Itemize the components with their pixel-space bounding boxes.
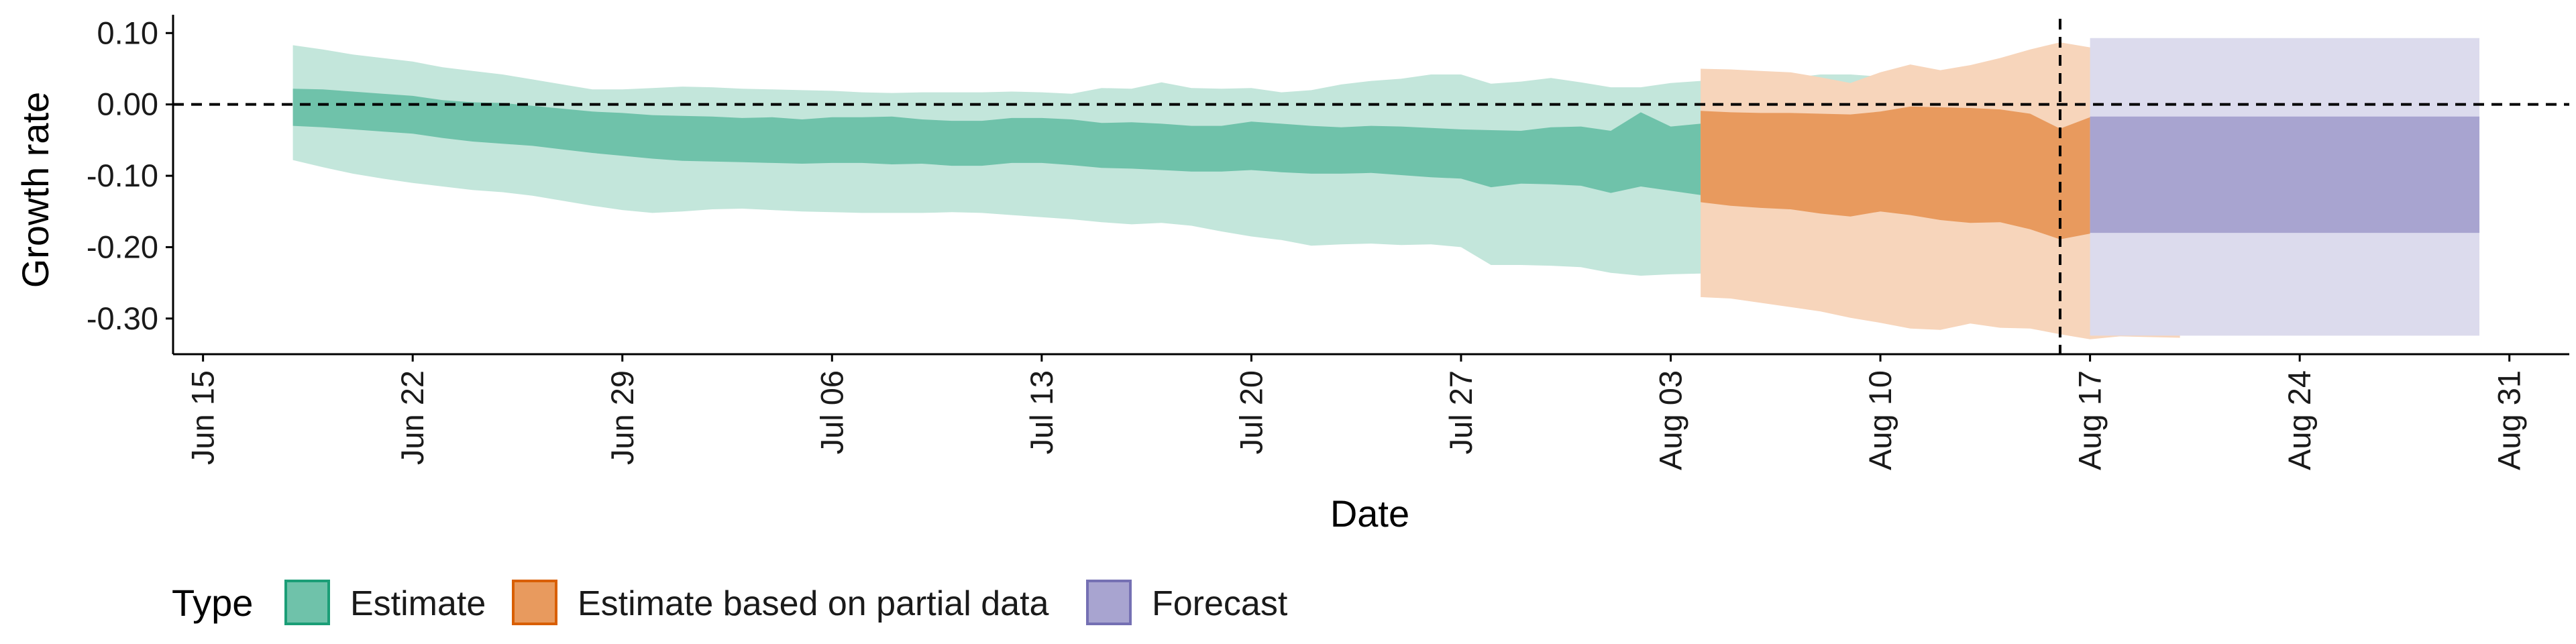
y-tick-label: 0.10 (97, 15, 158, 50)
axes: 0.10 0.00 -0.10 -0.20 -0.30 Jun 15 Jun 22 Jun 2… (87, 15, 2569, 470)
x-tick-label: Aug 17 (2072, 370, 2108, 470)
x-axis-title: Date (1330, 492, 1409, 535)
reference-lines (173, 19, 2569, 354)
legend-key-estimate-based-on-partial-data (512, 580, 557, 625)
x-tick-label: Aug 03 (1653, 370, 1688, 470)
x-tick-label: Jul 27 (1443, 370, 1479, 454)
x-tick-label: Jul 13 (1024, 370, 1059, 454)
x-tick-label: Aug 24 (2282, 370, 2317, 470)
legend-label-estimate: Estimate (350, 584, 486, 623)
legend-label-forecast: Forecast (1152, 584, 1288, 623)
x-tick-label: Aug 31 (2491, 370, 2527, 470)
y-tick-label: 0.00 (97, 87, 158, 122)
estimate-band-50 (292, 89, 1970, 205)
y-tick-label: -0.10 (87, 158, 158, 193)
legend-key-forecast (1086, 580, 1132, 625)
y-tick-label: -0.30 (87, 301, 158, 336)
x-tick-label: Jun 15 (185, 370, 221, 465)
x-tick-label: Jul 06 (814, 370, 849, 454)
series-bands (292, 38, 2480, 339)
forecast-band-50 (2090, 116, 2480, 233)
legend-title: Type (172, 582, 253, 624)
x-tick-label: Jun 29 (604, 370, 640, 465)
y-axis-title: Growth rate (14, 92, 56, 288)
y-tick-label: -0.20 (87, 229, 158, 264)
x-tick-label: Jun 22 (394, 370, 430, 465)
legend: Type Estimate Estimate based on partial d… (172, 580, 1288, 625)
legend-label-estimate-based-on-partial-data: Estimate based on partial data (578, 584, 1049, 623)
legend-key-estimate (284, 580, 330, 625)
x-tick-label: Jul 20 (1233, 370, 1269, 454)
x-tick-label: Aug 10 (1862, 370, 1898, 470)
